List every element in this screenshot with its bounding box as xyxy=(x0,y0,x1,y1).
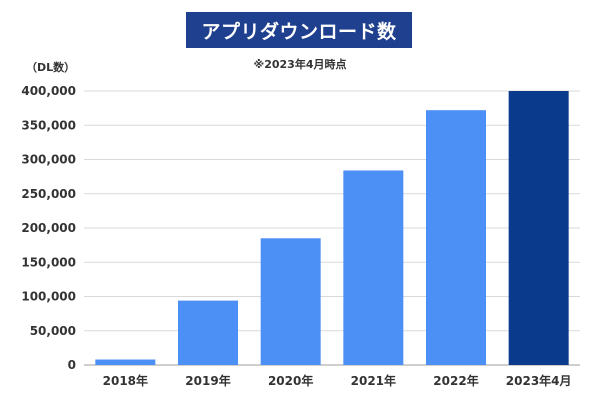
bar-2018年 xyxy=(95,359,156,365)
y-tick-label: 150,000 xyxy=(21,255,76,269)
y-tick-label: 250,000 xyxy=(21,187,76,201)
bar-2021年 xyxy=(343,170,404,365)
bar-2022年 xyxy=(426,110,486,366)
y-tick-label: 100,000 xyxy=(21,290,76,304)
bar-2019年 xyxy=(178,300,238,365)
x-tick-label: 2020年 xyxy=(268,373,313,388)
bar-2023年4月 xyxy=(508,91,569,365)
y-tick-label: 300,000 xyxy=(21,153,76,167)
x-tick-label: 2019年 xyxy=(185,373,230,388)
x-tick-label: 2022年 xyxy=(433,373,478,388)
grid-lines xyxy=(84,90,580,366)
y-tick-label: 350,000 xyxy=(21,118,76,132)
chart-title: アプリダウンロード数 xyxy=(186,12,412,48)
x-tick-label: 2021年 xyxy=(351,373,396,388)
y-axis-ticks: 0 50,000 100,000 150,000 200,000 250,000 300,0… xyxy=(21,84,76,372)
bar-2020年 xyxy=(260,238,321,365)
y-axis-unit-label: （DL数） xyxy=(26,61,76,74)
x-tick-label: 2023年4月 xyxy=(506,373,572,388)
y-tick-label: 200,000 xyxy=(21,221,76,235)
bars xyxy=(95,91,569,366)
y-tick-label: 400,000 xyxy=(21,84,76,98)
x-tick-label: 2018年 xyxy=(103,373,148,388)
y-tick-label: 0 xyxy=(68,358,76,372)
chart-subtitle: ※2023年4月時点 xyxy=(253,58,347,71)
x-axis-ticks: 2018年 2019年 2020年 2021年 2022年 2023年4月 xyxy=(103,373,572,388)
y-tick-label: 50,000 xyxy=(30,324,76,338)
